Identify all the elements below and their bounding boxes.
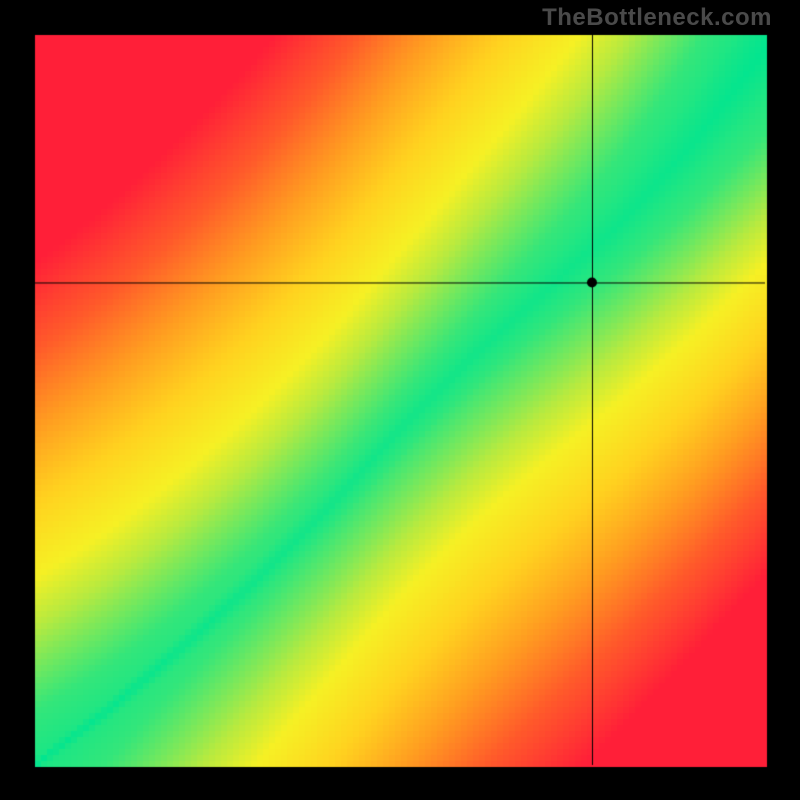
watermark: TheBottleneck.com (542, 4, 772, 32)
chart-container: TheBottleneck.com (0, 0, 800, 800)
heatmap-canvas (0, 0, 800, 800)
